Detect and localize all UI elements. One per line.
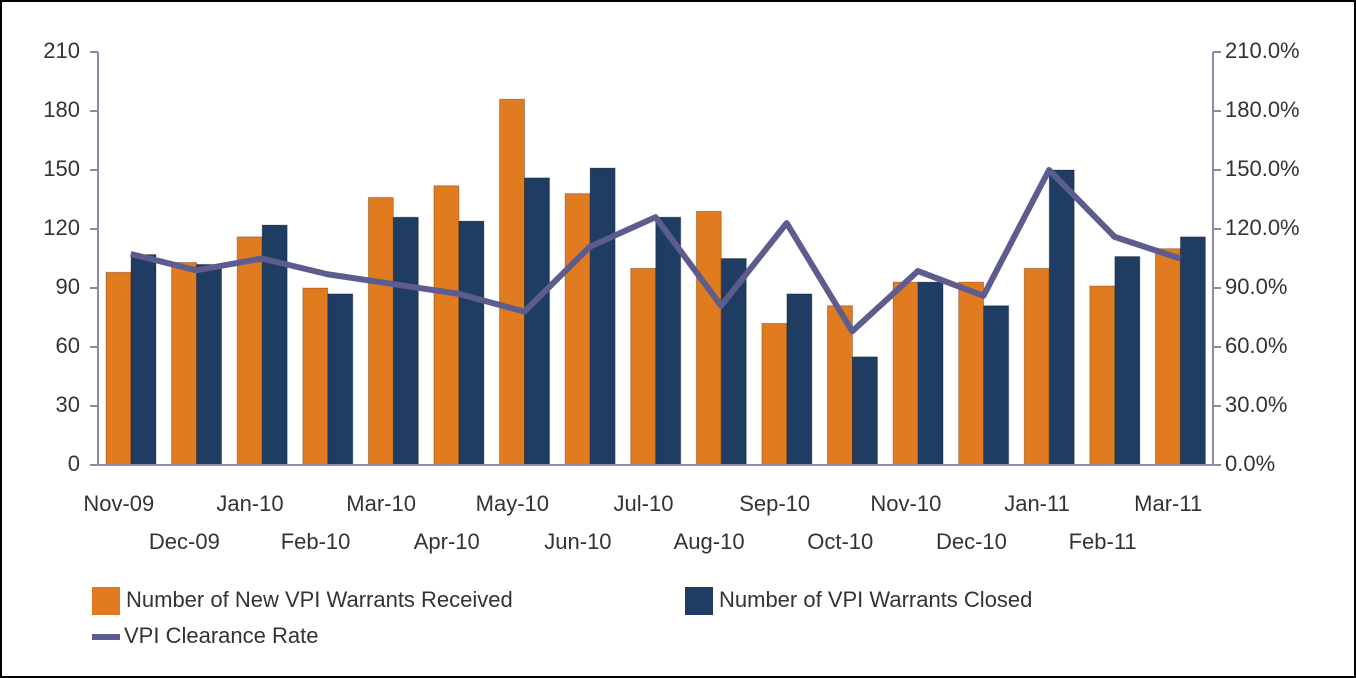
legend-swatch [685, 587, 713, 615]
bar [367, 197, 394, 466]
bar [564, 193, 591, 466]
y-tick-label: 150 [43, 156, 80, 181]
y2-tick-label: 90.0% [1225, 274, 1287, 299]
bar [1089, 285, 1116, 466]
bar [499, 98, 526, 466]
x-tick-label: Mar-11 [1134, 491, 1202, 516]
y2-tick-label: 0.0% [1225, 451, 1275, 476]
bar [196, 263, 223, 466]
bar [695, 210, 722, 466]
bar [130, 254, 157, 466]
x-tick-label: Feb-11 [1069, 529, 1137, 554]
bar [458, 220, 485, 466]
bar [917, 281, 944, 466]
bar [236, 236, 263, 466]
y-tick-label: 30 [56, 392, 80, 417]
x-tick-label: Jan-11 [1004, 491, 1070, 516]
bar [524, 177, 551, 466]
bar [655, 216, 682, 466]
x-tick-label: Jun-10 [544, 529, 611, 554]
legend-swatch [92, 587, 120, 615]
x-tick-label: Nov-09 [83, 491, 154, 516]
bar [171, 261, 198, 466]
bar [983, 305, 1010, 466]
y-tick-label: 120 [43, 215, 80, 240]
bar [761, 322, 788, 466]
bar [589, 167, 616, 466]
y-tick-label: 180 [43, 97, 80, 122]
y2-tick-label: 210.0% [1225, 38, 1300, 63]
x-tick-label: Mar-10 [346, 491, 416, 516]
y2-tick-label: 60.0% [1225, 333, 1287, 358]
legend-label: Number of New VPI Warrants Received [126, 587, 513, 612]
y2-tick-label: 150.0% [1225, 156, 1300, 181]
x-tick-label: Dec-10 [936, 529, 1007, 554]
x-tick-label: Nov-10 [870, 491, 941, 516]
bar [1154, 248, 1181, 466]
bar [327, 293, 354, 466]
bar [105, 271, 132, 466]
legend-label: Number of VPI Warrants Closed [719, 587, 1032, 612]
x-tick-label: Dec-09 [149, 529, 220, 554]
bar [892, 281, 919, 466]
y-tick-label: 90 [56, 274, 80, 299]
y2-tick-label: 180.0% [1225, 97, 1300, 122]
bar [958, 281, 985, 466]
x-tick-label: Oct-10 [807, 529, 873, 554]
bar [786, 293, 813, 466]
y-tick-label: 210 [43, 38, 80, 63]
y2-tick-label: 30.0% [1225, 392, 1287, 417]
bar [433, 185, 460, 466]
bar [630, 267, 657, 466]
x-tick-label: Jul-10 [614, 491, 674, 516]
x-tick-label: May-10 [476, 491, 549, 516]
bar [1179, 236, 1206, 466]
x-tick-label: Feb-10 [281, 529, 351, 554]
y-tick-label: 0 [68, 451, 80, 476]
bar [302, 287, 329, 466]
legend-label: VPI Clearance Rate [124, 623, 318, 648]
bar [1114, 256, 1141, 466]
bar [1048, 169, 1075, 466]
x-tick-label: Apr-10 [414, 529, 480, 554]
y-tick-label: 60 [56, 333, 80, 358]
x-tick-label: Jan-10 [216, 491, 283, 516]
x-tick-label: Aug-10 [674, 529, 745, 554]
bar [392, 216, 419, 466]
bar [851, 356, 878, 466]
x-tick-label: Sep-10 [739, 491, 810, 516]
bar [1023, 267, 1050, 466]
y2-tick-label: 120.0% [1225, 215, 1300, 240]
line [130, 167, 1182, 335]
